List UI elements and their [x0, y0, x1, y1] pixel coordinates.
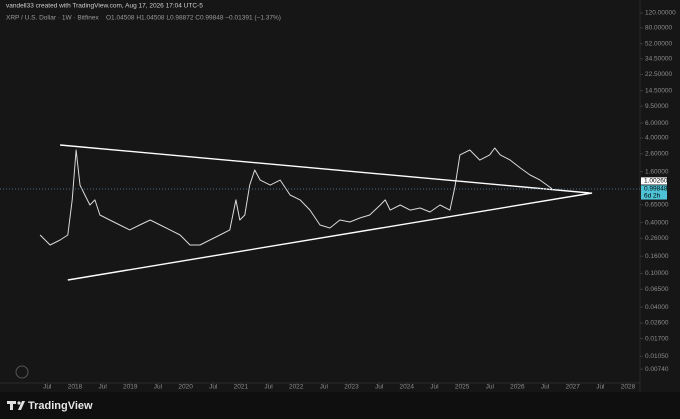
- x-tick-label: Jul: [154, 384, 163, 391]
- price-label: 1.00260: [644, 178, 668, 185]
- price-label-box: [641, 185, 667, 193]
- y-tick-label: 0.40000: [645, 219, 669, 226]
- x-tick-label: 2022: [289, 384, 304, 391]
- y-tick-label: 34.50000: [645, 56, 672, 63]
- y-tick-label: 0.65000: [645, 201, 669, 208]
- x-tick-label: 2025: [455, 384, 470, 391]
- brand: TradingView: [28, 400, 93, 412]
- logo-shape: [17, 401, 21, 405]
- logo-shape: [18, 401, 25, 410]
- y-tick-label: 0.01700: [645, 335, 669, 342]
- x-tick-label: Jul: [541, 384, 550, 391]
- y-tick-label: 0.16000: [645, 253, 669, 260]
- price-label-box: [641, 177, 667, 185]
- y-tick-label: 2.60000: [645, 151, 669, 158]
- y-tick-label: 0.10000: [645, 270, 669, 277]
- y-tick-label: 120.00000: [645, 10, 676, 17]
- x-tick-label: Jul: [264, 384, 273, 391]
- y-tick-label: 0.26000: [645, 235, 669, 242]
- price-label: 0.99848: [644, 186, 668, 193]
- x-tick-label: Jul: [98, 384, 107, 391]
- logo-shape: [10, 401, 13, 410]
- x-tick-label: Jul: [209, 384, 218, 391]
- x-tick-label: Jul: [320, 384, 329, 391]
- x-tick-label: 2027: [565, 384, 580, 391]
- price-label: 6d 2h: [644, 193, 661, 200]
- x-tick-label: 2018: [68, 384, 83, 391]
- x-tick-label: Jul: [486, 384, 495, 391]
- y-tick-label: 6.00000: [645, 120, 669, 127]
- x-tick-label: 2028: [621, 384, 636, 391]
- y-tick-label: 80.00000: [645, 25, 672, 32]
- price-line: [39, 147, 553, 246]
- x-tick-label: 2019: [123, 384, 138, 391]
- y-tick-label: 4.00000: [645, 135, 669, 142]
- y-tick-label: 0.01050: [645, 353, 669, 360]
- x-tick-label: Jul: [375, 384, 384, 391]
- watermark-icon: [15, 365, 29, 379]
- y-tick-label: 0.06500: [645, 286, 669, 293]
- y-tick-label: 0.00740: [645, 366, 669, 373]
- x-tick-label: Jul: [430, 384, 439, 391]
- x-tick-label: 2023: [344, 384, 359, 391]
- x-tick-label: 2021: [234, 384, 249, 391]
- trendline: [67, 192, 593, 281]
- x-tick-label: 2020: [178, 384, 193, 391]
- trendline: [60, 144, 590, 194]
- x-tick-label: 2026: [510, 384, 525, 391]
- x-tick-label: Jul: [43, 384, 52, 391]
- credit: vandell33 created with TradingView.com, …: [6, 3, 203, 10]
- y-tick-label: 22.50000: [645, 71, 672, 78]
- y-tick-label: 14.50000: [645, 87, 672, 94]
- y-tick-label: 52.00000: [645, 40, 672, 47]
- tv-logo: [7, 401, 25, 410]
- x-tick-label: 2024: [400, 384, 415, 391]
- symbol: XRP / U.S. Dollar · 1W · Bitfinex: [6, 15, 99, 22]
- ohlc: O1.04508 H1.04508 L0.98872 C0.99848 −0.0…: [106, 15, 281, 22]
- price-label-box: [641, 192, 667, 200]
- y-tick-label: 9.50000: [645, 103, 669, 110]
- y-tick-label: 0.04000: [645, 304, 669, 311]
- chart-panel: [0, 0, 680, 392]
- y-tick-label: 0.02600: [645, 320, 669, 327]
- y-tick-label: 1.60000: [645, 168, 669, 175]
- x-tick-label: Jul: [596, 384, 605, 391]
